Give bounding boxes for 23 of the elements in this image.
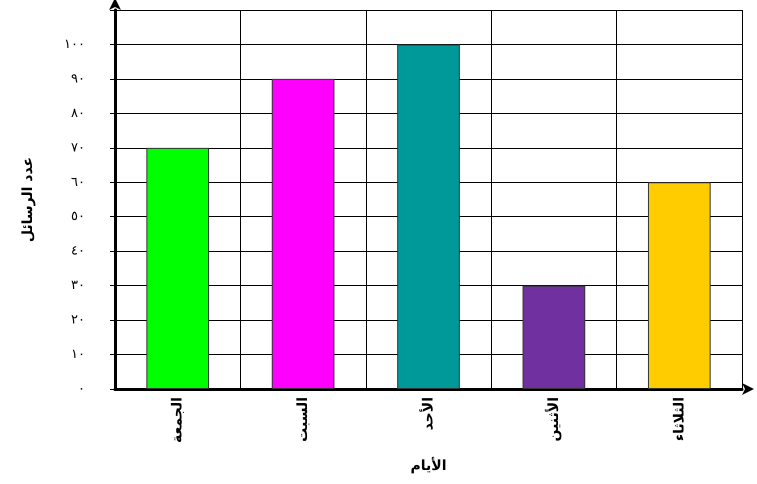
y-tick-label: ٧٠ — [71, 140, 85, 156]
y-tick-label: ٠ — [78, 382, 85, 396]
x-tick-label: الأحد — [418, 397, 436, 430]
bar — [272, 78, 334, 389]
y-tick-label: ٤٠ — [71, 244, 85, 259]
y-tick-label: ٨٠ — [71, 106, 85, 121]
y-tick-label: ٥٠ — [71, 209, 85, 224]
x-tick-label: الجمعة — [170, 397, 186, 443]
bar — [146, 148, 210, 389]
y-tick-label: ١٠ — [71, 347, 85, 362]
y-axis-title: عدد الرسائل — [20, 156, 36, 242]
bar — [522, 286, 586, 389]
y-tick-label: ١٠٠ — [64, 36, 85, 52]
bar — [648, 182, 711, 389]
x-tick-label: الثلاثاء — [671, 397, 688, 442]
y-tick-label: ٩٠ — [71, 71, 85, 86]
y-tick-label: ٢٠ — [71, 312, 85, 328]
bar — [397, 44, 460, 389]
y-tick-label: ٦٠ — [71, 174, 85, 190]
x-tick-label: الأثنين — [544, 397, 562, 442]
x-tick-label: السبت — [295, 397, 312, 442]
y-tick-label: ٣٠ — [71, 278, 85, 294]
x-axis-title: الأيام — [410, 456, 446, 474]
